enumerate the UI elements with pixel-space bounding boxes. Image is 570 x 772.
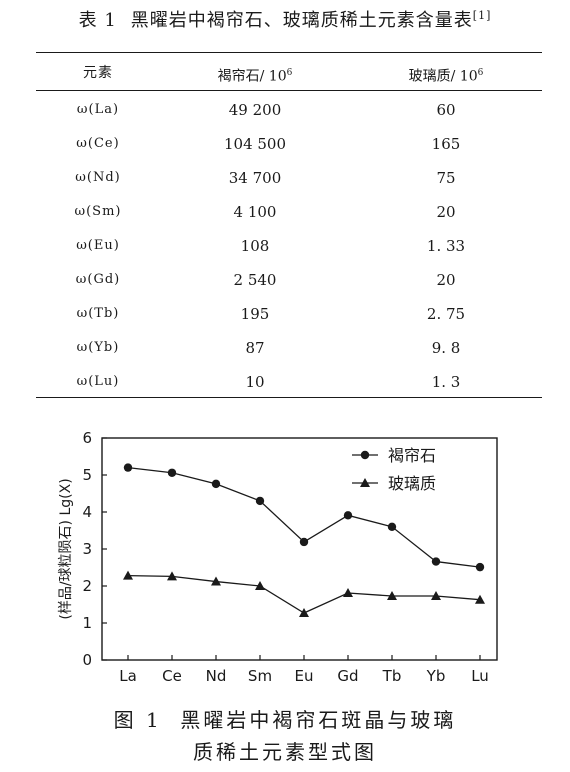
data-point-circle [343,511,353,520]
column-header-element: 元素 [83,65,113,81]
cell-glass: 20 [436,271,456,289]
data-point-triangle [255,581,265,590]
cell-glass: 2. 75 [426,305,466,323]
y-axis-label: (样品/球粒陨石) Lg(X) [58,478,74,619]
y-tick-label: 4 [82,503,92,521]
data-point-circle [299,537,309,547]
column-header-glass: 玻璃质/ 106 [408,68,484,85]
table-row: ω(Nd) 34 700 75 [36,161,542,195]
data-point-triangle [167,571,177,581]
data-point-circle [387,522,397,531]
data-point-circle [475,562,485,572]
table-header-rule [36,90,542,91]
table-row: ω(Sm) 4 100 20 [36,195,542,229]
data-point-circle [167,468,177,477]
table-bottom-rule [36,397,542,399]
data-point-triangle [211,576,221,586]
legend-marker-circle [360,450,370,460]
cell-element: ω(Tb) [76,306,120,321]
cell-glass: 1. 33 [426,237,466,255]
cell-element: ω(Gd) [75,272,121,287]
data-point-circle [255,496,265,506]
cell-glass: 9. 8 [431,339,461,357]
table-header-row: 元素 褐帘石/ 106 玻璃质/ 106 [36,56,542,90]
data-point-circle [431,557,441,566]
x-tick-label: La [119,667,137,685]
cell-glass: 60 [436,101,456,119]
data-point-circle [123,463,133,472]
y-tick-label: 3 [82,540,92,558]
cell-allanite: 34 700 [228,169,282,187]
cell-glass: 20 [436,203,456,221]
table-row: ω(Eu) 108 1. 33 [36,229,542,263]
y-tick-label: 6 [82,429,92,447]
cell-allanite: 2 540 [233,271,277,289]
data-point-triangle [431,590,441,600]
cell-element: ω(La) [76,102,120,117]
table-top-rule [36,52,542,54]
x-tick-label: Nd [206,667,227,685]
cell-allanite: 108 [240,237,270,255]
table-row: ω(Lu) 10 1. 3 [36,365,542,399]
figure-caption: 图 1 黑曜岩中褐帘石斑晶与玻璃 [0,704,570,733]
column-header-allanite: 褐帘石/ 106 [217,68,293,85]
cell-allanite: 49 200 [228,101,282,119]
cell-allanite: 87 [245,339,265,357]
figure-caption-line1: 黑曜岩中褐帘石斑晶与玻璃 [180,708,457,732]
cell-element: ω(Ce) [76,136,120,151]
data-point-circle [211,479,221,489]
cell-element: ω(Lu) [76,374,120,389]
table-row: ω(Tb) 195 2. 75 [36,297,542,331]
table-label: 表 1 [78,10,117,31]
cell-allanite: 104 500 [223,135,287,153]
x-tick-label: Yb [426,667,446,685]
table-title-text: 黑曜岩中褐帘石、玻璃质稀土元素含量表 [130,10,473,31]
legend-label: 褐帘石 [388,446,436,465]
table-row: ω(La) 49 200 60 [36,93,542,127]
x-tick-label: Lu [471,667,489,685]
x-tick-label: Tb [382,667,402,685]
y-tick-label: 5 [82,466,92,484]
data-point-triangle [299,608,309,618]
cell-allanite: 10 [245,373,265,391]
cell-glass: 1. 3 [431,373,461,391]
data-point-triangle [123,570,133,580]
y-tick-label: 2 [82,577,92,595]
figure-caption-line2: 质稀土元素型式图 [193,740,377,764]
data-point-triangle [475,594,485,604]
y-tick-label: 1 [82,614,92,632]
ree-pattern-chart: 0 1 2 3 4 5 6 La Ce Nd Sm Eu Gd Tb Yb Lu (样品/球粒陨石) Lg(X)… [58,429,498,685]
data-point-triangle [343,588,353,598]
cell-glass: 75 [436,169,456,187]
legend-label: 玻璃质 [388,474,436,493]
cell-allanite: 4 100 [233,203,277,221]
cell-element: ω(Nd) [75,170,121,185]
table-reference: [1] [472,9,492,22]
table-row: ω(Gd) 2 540 20 [36,263,542,297]
x-tick-label: Eu [295,667,314,685]
figure-label: 图 1 [113,708,162,732]
table-row: ω(Ce) 104 500 165 [36,127,542,161]
table-row: ω(Yb) 87 9. 8 [36,331,542,365]
series-line-2 [127,574,481,614]
table-title: 表 1 黑曜岩中褐帘石、玻璃质稀土元素含量表[1] [0,6,570,32]
cell-element: ω(Sm) [74,204,122,219]
cell-element: ω(Yb) [76,340,120,355]
y-tick-label: 0 [82,651,92,669]
legend-marker-triangle [360,478,370,487]
x-tick-label: Ce [162,667,182,685]
data-point-triangle [387,590,397,600]
cell-glass: 165 [431,135,461,153]
cell-allanite: 195 [240,305,270,323]
cell-element: ω(Eu) [76,238,120,253]
x-tick-label: Gd [337,667,358,685]
x-tick-label: Sm [248,667,272,685]
